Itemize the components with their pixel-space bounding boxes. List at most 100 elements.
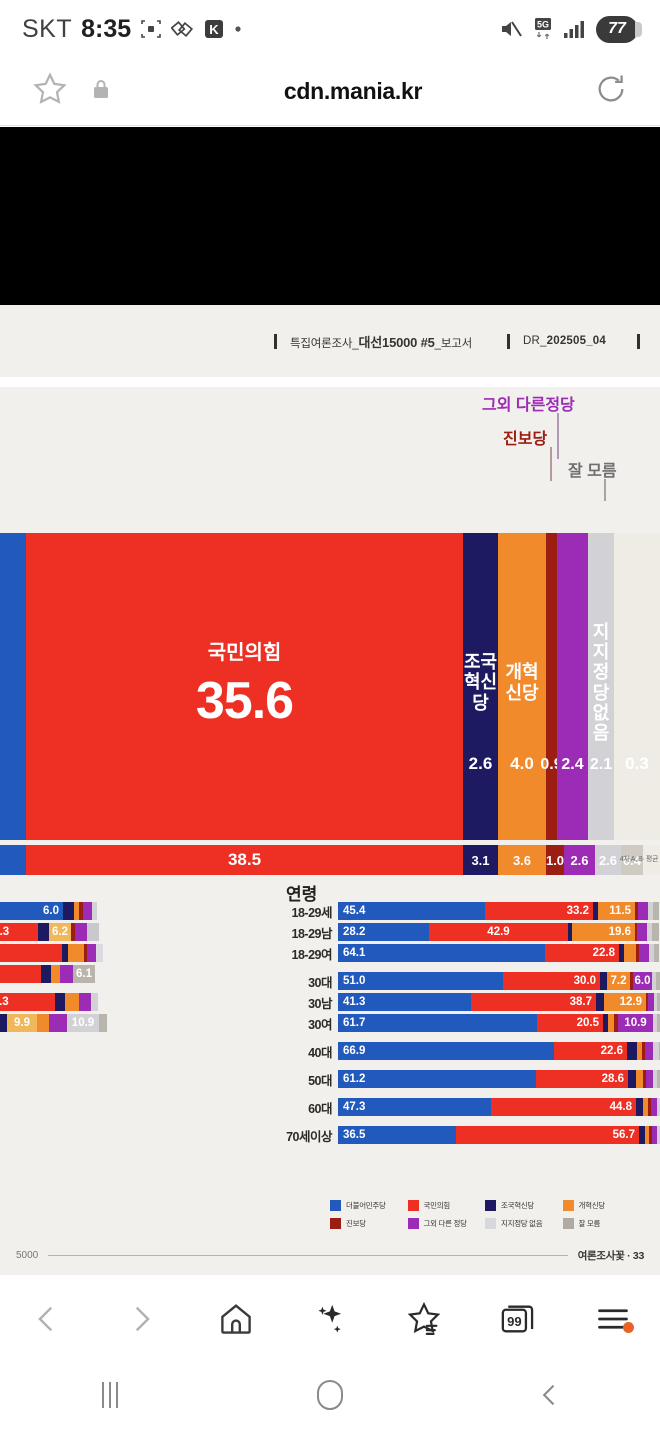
tab-count-label: 99	[507, 1314, 522, 1329]
chart-row[interactable]: 70세이상 36.5 56.7	[282, 1126, 660, 1144]
main-bar-segment-name: 조국 혁신당	[463, 652, 498, 713]
legend-swatch-icon	[330, 1200, 341, 1211]
chart-row[interactable]: 9.9 10.9	[0, 1014, 107, 1032]
chart-row-label: 40대	[308, 1045, 332, 1060]
chart-row-segment	[608, 1014, 614, 1032]
url-text[interactable]: cdn.mania.kr	[283, 78, 423, 104]
chart-row-bar: 61.2 28.6	[338, 1070, 660, 1088]
age-chart-rows[interactable]: 18-29세 45.4 33.2 11.5 18-29남 28.2 42.9 19.6 18-2…	[282, 902, 660, 1147]
chart-row-segment	[639, 944, 649, 962]
chart-row[interactable]: 18-29남 28.2 42.9 19.6	[282, 923, 660, 941]
chart-row[interactable]: 60대 47.3 44.8	[282, 1098, 660, 1116]
chart-row[interactable]: 40대 66.9 22.6	[282, 1042, 660, 1060]
chart-row-segment: 66.9	[338, 1042, 554, 1060]
nav-menu-button[interactable]	[566, 1304, 660, 1334]
browser-url-bar[interactable]: cdn.mania.kr	[0, 58, 660, 126]
legend-swatch-icon	[330, 1218, 341, 1229]
browser-bottom-nav[interactable]: 99	[0, 1278, 660, 1360]
home-button[interactable]	[220, 1380, 440, 1410]
secondary-bar-segment[interactable]: 1.0	[546, 845, 564, 875]
chart-row[interactable]: 37.5 6.1	[0, 965, 107, 983]
chart-row-segment	[646, 993, 648, 1011]
chart-row-bar: 51.0 30.0 7.2 6.0	[338, 972, 660, 990]
chart-row[interactable]: 30대 51.0 30.0 7.2 6.0	[282, 972, 660, 990]
main-bar-segment[interactable]: 개혁 신당 4.0	[498, 533, 546, 840]
nav-forward-button[interactable]	[94, 1302, 188, 1336]
chart-row[interactable]: 18-29여 64.1 22.8	[282, 944, 660, 962]
kakao-icon: K	[203, 18, 225, 40]
chart-row[interactable]: 30여 61.7 20.5 10.9	[282, 1014, 660, 1032]
bookmark-star-icon[interactable]	[32, 71, 68, 112]
chart-row-segment: 20.5	[537, 1014, 603, 1032]
age-panel-title: 연령	[286, 885, 318, 904]
legend-swatch-icon	[485, 1200, 496, 1211]
chart-row-segment: 38.7	[471, 993, 596, 1011]
secondary-bar-segment[interactable]	[643, 845, 660, 875]
chart-row-bar: 6.0	[0, 902, 97, 920]
nav-back-button[interactable]	[0, 1302, 94, 1336]
back-button[interactable]	[440, 1380, 660, 1410]
chart-row-segment: 41.3	[338, 993, 471, 1011]
nav-tabs-button[interactable]: 99	[471, 1300, 565, 1338]
footer-brand: 여론조사꽃 · 33	[577, 1249, 645, 1262]
secondary-bar-segment[interactable]: 3.1	[463, 845, 498, 875]
legend-row: 더불어민주당 국민의힘 조국혁신당 개혁신당	[330, 1200, 640, 1211]
chart-row-segment: 6.2	[49, 923, 71, 941]
secondary-bar-segment[interactable]: 2.6	[595, 845, 621, 875]
legend-swatch-icon	[407, 1200, 419, 1211]
main-stacked-bar[interactable]: 국민의힘 35.6 조국 혁신당 2.6 개혁 신당 4.0 0.9 2.4 지지 정당 없음 2…	[0, 533, 660, 840]
chart-row-segment	[648, 902, 653, 920]
main-bar-segment[interactable]: 지지 정당 없음 2.1	[588, 533, 614, 840]
chart-row-segment	[63, 902, 74, 920]
chart-row-segment	[87, 923, 99, 941]
secondary-stacked-bar[interactable]: 38.5 3.1 3.6 1.0 2.6 2.6 0.4 4차 A, B· 평균	[0, 845, 660, 875]
nav-ai-sparkle-button[interactable]	[283, 1300, 377, 1338]
chart-row-segment	[643, 1098, 648, 1116]
chart-row-segment	[635, 902, 638, 920]
legend-item: 그외 다른 정당	[407, 1218, 486, 1229]
report-page[interactable]: 특집여론조사_대선15000 #5_보고서 DR_202505_04 그외 다른…	[0, 305, 660, 1275]
chart-row[interactable]: 30남 41.3 38.7 12.9	[282, 993, 660, 1011]
secondary-bar-segment[interactable]	[0, 845, 26, 875]
nav-bookmarks-button[interactable]	[377, 1300, 471, 1338]
main-bar-segment[interactable]: 0.3	[614, 533, 660, 840]
secondary-bar-segment[interactable]: 38.5	[26, 845, 463, 875]
chart-row[interactable]: 50대 61.2 28.6	[282, 1070, 660, 1088]
chart-row-segment: 45.4	[338, 902, 485, 920]
main-bar-segment[interactable]: 조국 혁신당 2.6	[463, 533, 498, 840]
main-bar-segment[interactable]: 0.9	[540, 533, 563, 840]
chart-row-segment: 51.0	[338, 972, 503, 990]
secondary-bar-segment[interactable]: 0.4	[621, 845, 643, 875]
nav-home-button[interactable]	[189, 1300, 283, 1338]
chart-row-segment	[49, 1014, 67, 1032]
chart-row-segment	[649, 944, 654, 962]
reload-icon[interactable]	[594, 72, 628, 111]
chart-row-segment: 22.6	[554, 1042, 627, 1060]
svg-text:5G: 5G	[537, 20, 549, 30]
status-bar: SKT 8:35 K	[0, 0, 660, 58]
chart-row-value: 61.2	[343, 1073, 366, 1085]
chart-row-segment	[74, 902, 79, 920]
chart-row[interactable]: 35.3	[0, 993, 107, 1011]
chart-row-segment	[653, 1014, 657, 1032]
main-bar-segment[interactable]	[0, 533, 26, 840]
chart-row-segment	[637, 923, 647, 941]
recents-button[interactable]	[0, 1382, 220, 1408]
chart-row-segment	[652, 923, 659, 941]
report-title: 특집여론조사_대선15000 #5_보고서	[290, 334, 473, 350]
android-nav-bar[interactable]	[0, 1360, 660, 1430]
chart-row-segment	[653, 1070, 657, 1088]
chart-row[interactable]: 18-29세 45.4 33.2 11.5	[282, 902, 660, 920]
main-bar-segment[interactable]: 2.4	[557, 533, 588, 840]
chart-row-value: 9.9	[14, 1017, 30, 1029]
secondary-bar-segment[interactable]: 3.6	[498, 845, 546, 875]
chart-row-label: 18-29남	[291, 926, 333, 941]
lock-icon	[90, 77, 112, 106]
secondary-bar-segment[interactable]: 2.6	[564, 845, 595, 875]
chart-row[interactable]: 6.0	[0, 902, 107, 920]
chart-row-value: 19.6	[608, 926, 631, 938]
chart-row[interactable]: 28.3 6.2	[0, 923, 107, 941]
left-chart-rows[interactable]: 6.0 28.3 6.2 37.5 6.1 35.3 9.9 10.9	[0, 902, 107, 1035]
chart-row[interactable]	[0, 944, 107, 962]
main-bar-segment[interactable]: 국민의힘 35.6	[26, 533, 463, 840]
